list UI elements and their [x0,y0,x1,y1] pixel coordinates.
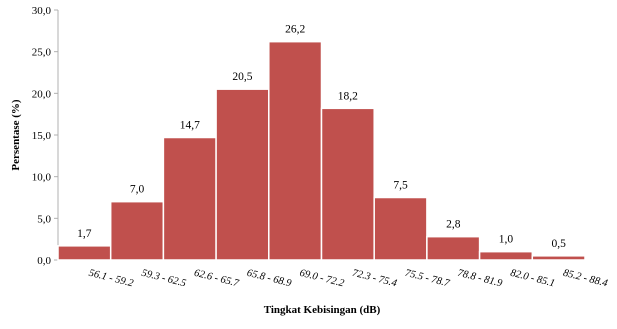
x-tick-label: 59.3 - 62.5 [140,268,187,290]
bar [320,107,375,261]
x-tick-label: 69.0 - 72.2 [298,268,346,290]
y-tick-label: 0,0 [37,255,51,267]
x-tick-label: 62.6 - 65.7 [193,268,241,290]
bars [57,40,586,261]
x-tick-label: 82.0 - 85.1 [509,268,556,290]
x-tick-label: 75.5 - 78.7 [404,268,452,290]
data-label: 18,2 [338,90,358,102]
y-tick-label: 5,0 [37,213,51,225]
bar [531,255,586,261]
data-label: 0,5 [551,238,566,250]
data-label: 20,5 [232,71,252,83]
bar [162,136,217,261]
y-tick-label: 25,0 [32,47,52,59]
y-tick-label: 15,0 [32,130,52,142]
data-label: 14,7 [180,120,200,132]
bar [268,40,323,261]
y-axis-title: Persentase (%) [10,99,22,171]
x-tick-label: 78.8 - 81.9 [456,268,504,290]
data-label: 26,2 [285,24,305,36]
x-tick-label: 72.3 - 75.4 [351,268,399,290]
data-label: 7,0 [130,184,145,196]
data-label: 2,8 [446,219,461,231]
x-axis-title: Tingkat Kebisingan (dB) [264,304,381,316]
data-label: 7,5 [393,180,408,192]
x-tick-label: 56.1 - 59.2 [88,268,136,290]
x-tick-label: 85.2 - 88.4 [562,268,610,290]
data-label: 1,7 [77,228,92,240]
bar [109,200,165,261]
bar [478,250,534,261]
x-tick-labels: 56.1 - 59.2 59.3 - 62.5 62.6 - 65.7 65.8 - … [88,268,610,290]
x-tick-label: 65.8 - 68.9 [246,268,294,290]
data-label: 1,0 [499,234,514,246]
bar [426,235,481,261]
bar [215,88,270,261]
bar [57,245,112,261]
y-tick-labels: 0,0 5,0 10,0 15,0 20,0 25,0 30,0 [32,5,58,267]
y-tick-label: 20,0 [32,88,52,100]
bar [373,196,428,261]
data-labels: 1,7 7,0 14,7 20,5 26,2 18,2 7,5 2,8 1,0 0,5 [77,24,566,250]
y-tick-label: 30,0 [32,5,52,17]
y-tick-label: 10,0 [32,172,52,184]
